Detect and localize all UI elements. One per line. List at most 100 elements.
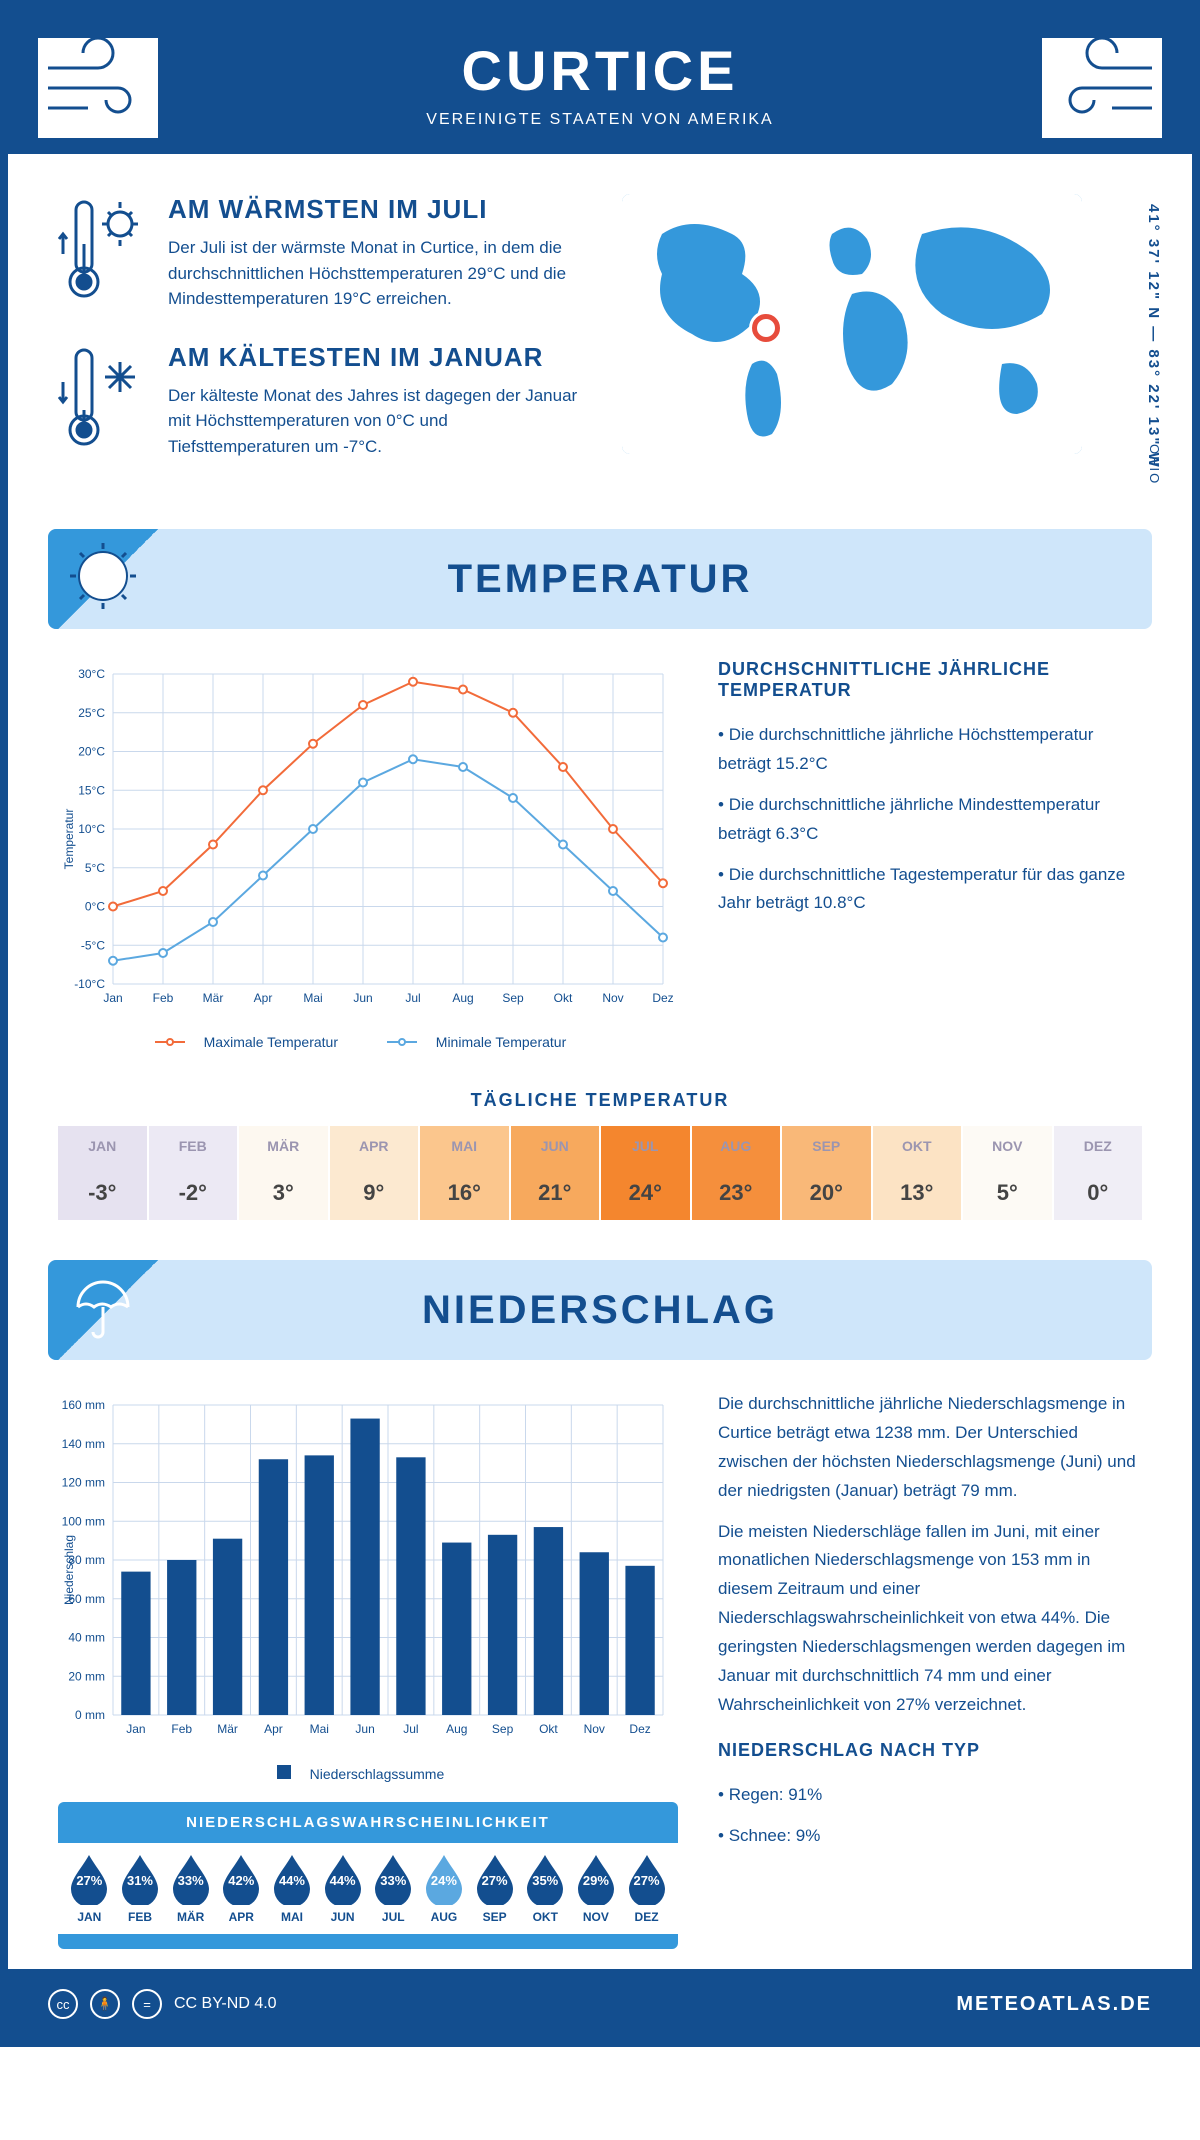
- svg-text:Niederschlag: Niederschlag: [62, 1535, 76, 1605]
- drop-month: AUG: [422, 1910, 466, 1924]
- precip-by-type-heading: NIEDERSCHLAG NACH TYP: [718, 1740, 1142, 1761]
- thermometer-snow-icon: [58, 342, 148, 452]
- precip-drop: 27% DEZ: [625, 1853, 669, 1924]
- precipitation-chart-row: 0 mm20 mm40 mm60 mm80 mm100 mm120 mm140 …: [8, 1360, 1192, 1969]
- page-subtitle: VEREINIGTE STAATEN VON AMERIKA: [8, 111, 1192, 129]
- precipitation-banner: NIEDERSCHLAG: [48, 1260, 1152, 1360]
- banner-accent: [48, 529, 168, 629]
- by-icon: 🧍: [90, 1989, 120, 2019]
- svg-text:Aug: Aug: [446, 1722, 467, 1736]
- svg-text:Okt: Okt: [539, 1722, 558, 1736]
- precip-text-1: Die durchschnittliche jährliche Niedersc…: [718, 1390, 1142, 1506]
- svg-text:Apr: Apr: [254, 991, 273, 1005]
- svg-text:-10°C: -10°C: [74, 977, 105, 991]
- precip-drop: 33%JUL: [371, 1853, 415, 1924]
- daily-temp-cell: JUN21°: [511, 1126, 602, 1220]
- drop-percent: 33%: [169, 1873, 213, 1888]
- drop-percent: 42%: [219, 1873, 263, 1888]
- drop-month: APR: [219, 1910, 263, 1924]
- daily-temp-month: DEZ: [1054, 1126, 1143, 1166]
- coordinates-label: 41° 37' 12" N — 83° 22' 13" W: [1145, 204, 1162, 469]
- daily-temp-cell: DEZ0°: [1054, 1126, 1143, 1220]
- wind-icon-left: [38, 38, 158, 138]
- drop-month: DEZ: [625, 1910, 669, 1924]
- svg-text:140 mm: 140 mm: [62, 1437, 105, 1451]
- drop-percent: 29%: [574, 1873, 618, 1888]
- drop-month: MÄR: [169, 1910, 213, 1924]
- precip-drop: 31%FEB: [118, 1853, 162, 1924]
- precip-drop: 33% MÄR: [169, 1853, 213, 1924]
- svg-text:0°C: 0°C: [85, 900, 105, 914]
- temp-info-list: Die durchschnittliche jährliche Höchstte…: [718, 721, 1142, 918]
- footer-license: cc 🧍 = CC BY-ND 4.0: [48, 1989, 277, 2019]
- temp-info-item: Die durchschnittliche jährliche Mindestt…: [718, 791, 1142, 849]
- daily-temp-month: NOV: [963, 1126, 1052, 1166]
- daily-temp-value: 20°: [782, 1166, 871, 1220]
- daily-temp-value: 13°: [873, 1166, 962, 1220]
- daily-temp-month: FEB: [149, 1126, 238, 1166]
- coldest-block: AM KÄLTESTEN IM JANUAR Der kälteste Mona…: [58, 342, 592, 460]
- svg-text:Jun: Jun: [355, 1722, 374, 1736]
- daily-temp-cell: AUG23°: [692, 1126, 783, 1220]
- precip-probability-box: NIEDERSCHLAGSWAHRSCHEINLICHKEIT 27%JAN31…: [58, 1802, 678, 1949]
- location-pin-icon: [752, 314, 780, 342]
- cc-icon: cc: [48, 1989, 78, 2019]
- drop-percent: 27%: [473, 1873, 517, 1888]
- drop-month: OKT: [523, 1910, 567, 1924]
- svg-text:120 mm: 120 mm: [62, 1476, 105, 1490]
- svg-text:Jan: Jan: [126, 1722, 145, 1736]
- svg-text:15°C: 15°C: [78, 783, 105, 797]
- svg-text:160 mm: 160 mm: [62, 1398, 105, 1412]
- precipitation-info: Die durchschnittliche jährliche Niedersc…: [718, 1390, 1142, 1949]
- daily-temp-cell: OKT13°: [873, 1126, 964, 1220]
- daily-temp-cell: FEB-2°: [149, 1126, 240, 1220]
- legend-max: Maximale Temperatur: [155, 1034, 353, 1050]
- precip-drop: 44%JUN: [321, 1853, 365, 1924]
- drop-month: FEB: [118, 1910, 162, 1924]
- temperature-banner: TEMPERATUR: [48, 529, 1152, 629]
- precip-drop: 24%AUG: [422, 1853, 466, 1924]
- daily-temp-month: JAN: [58, 1126, 147, 1166]
- temp-info-item: Die durchschnittliche jährliche Höchstte…: [718, 721, 1142, 779]
- daily-temp-month: MÄR: [239, 1126, 328, 1166]
- temperature-line-chart: -10°C-5°C0°C5°C10°C15°C20°C25°C30°CJanFe…: [58, 659, 678, 1019]
- warmest-heading: AM WÄRMSTEN IM JULI: [168, 194, 592, 225]
- svg-text:Feb: Feb: [153, 991, 174, 1005]
- svg-text:20°C: 20°C: [78, 745, 105, 759]
- svg-text:Jun: Jun: [353, 991, 372, 1005]
- svg-text:5°C: 5°C: [85, 861, 105, 875]
- svg-text:Temperatur: Temperatur: [62, 809, 76, 870]
- warmest-block: AM WÄRMSTEN IM JULI Der Juli ist der wär…: [58, 194, 592, 312]
- svg-text:Jul: Jul: [403, 1722, 418, 1736]
- precipitation-legend: Niederschlagssumme: [58, 1765, 678, 1782]
- svg-text:Apr: Apr: [264, 1722, 283, 1736]
- svg-text:10°C: 10°C: [78, 822, 105, 836]
- page-title: CURTICE: [8, 38, 1192, 103]
- coldest-description: Der kälteste Monat des Jahres ist dagege…: [168, 383, 592, 460]
- svg-text:-5°C: -5°C: [81, 938, 105, 952]
- temp-info-heading: DURCHSCHNITTLICHE JÄHRLICHE TEMPERATUR: [718, 659, 1142, 701]
- drop-month: SEP: [473, 1910, 517, 1924]
- daily-temp-cell: MAI16°: [420, 1126, 511, 1220]
- precip-drop: 27%JAN: [67, 1853, 111, 1924]
- daily-temp-cell: JAN-3°: [58, 1126, 149, 1220]
- precip-by-type-list: Regen: 91%Schnee: 9%: [718, 1781, 1142, 1851]
- precip-prob-row: 27%JAN31%FEB33%MÄR42%APR44%MAI44%JUN33%J…: [58, 1843, 678, 1934]
- temperature-heading: TEMPERATUR: [448, 557, 753, 602]
- coldest-text: AM KÄLTESTEN IM JANUAR Der kälteste Mona…: [168, 342, 592, 460]
- daily-temp-month: JUN: [511, 1126, 600, 1166]
- daily-temp-month: JUL: [601, 1126, 690, 1166]
- svg-text:Okt: Okt: [554, 991, 573, 1005]
- daily-temp-cell: SEP20°: [782, 1126, 873, 1220]
- svg-text:Mai: Mai: [303, 991, 322, 1005]
- drop-percent: 27%: [625, 1873, 669, 1888]
- wind-icon-right: [1042, 38, 1162, 138]
- drop-month: JUL: [371, 1910, 415, 1924]
- daily-temp-value: 5°: [963, 1166, 1052, 1220]
- svg-text:Jul: Jul: [405, 991, 420, 1005]
- drop-month: NOV: [574, 1910, 618, 1924]
- daily-temp-month: OKT: [873, 1126, 962, 1166]
- legend-min: Minimale Temperatur: [387, 1034, 581, 1050]
- daily-temp-value: 0°: [1054, 1166, 1143, 1220]
- drop-percent: 44%: [270, 1873, 314, 1888]
